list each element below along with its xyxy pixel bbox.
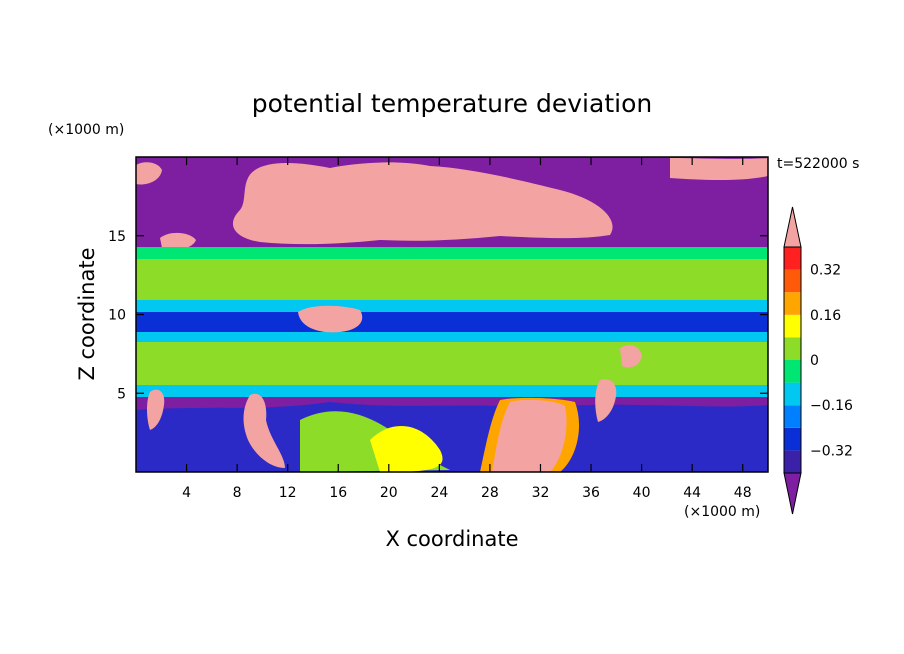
warm-cloud-left	[136, 162, 162, 185]
colorbar-bin	[784, 314, 801, 338]
x-tick-label: 20	[380, 485, 398, 501]
x-tick-label: 16	[329, 485, 347, 501]
y-axis: 5 10 15	[108, 229, 768, 402]
x-tick-label: 4	[182, 485, 191, 501]
band-lower-cyan	[136, 385, 768, 397]
surface-yellow	[370, 426, 443, 472]
warm-plume-far-left	[147, 389, 165, 430]
warm-cloud-right	[670, 158, 768, 180]
band-mid-blue	[136, 312, 768, 332]
y-tick-label: 10	[108, 308, 126, 324]
colorbar-bin	[784, 360, 801, 383]
colorbar-tick-label: −0.16	[810, 398, 853, 414]
warm-patch-right	[595, 378, 617, 422]
x-tick-label: 36	[582, 485, 600, 501]
colorbar-tick-label: 0.32	[810, 263, 841, 279]
colorbar-bin	[784, 292, 801, 315]
x-tick-label: 8	[233, 485, 242, 501]
colorbar-tick-label: 0	[810, 353, 819, 369]
colorbar-max-triangle	[783, 206, 802, 248]
x-tick-label: 12	[279, 485, 297, 501]
warm-blob-mid	[298, 305, 363, 333]
colorbar-bin	[784, 405, 801, 428]
colorbar-min-triangle	[783, 472, 802, 515]
colorbar-bin	[784, 247, 801, 270]
warm-cloud-small	[160, 232, 196, 250]
band-upper-cyan	[136, 247, 768, 259]
x-tick-label: 32	[532, 485, 550, 501]
x-tick-label: 44	[683, 485, 701, 501]
colorbar-bin	[784, 382, 801, 406]
warm-patch-right-mid	[620, 345, 642, 368]
x-axis: 4 8 12 16 20 24 28 32 36 40 44 48	[182, 157, 752, 501]
x-axis-label: X coordinate	[385, 527, 518, 551]
colorbar-bin	[784, 450, 801, 473]
surface-blue	[136, 402, 768, 472]
plot-area	[136, 157, 768, 472]
warm-cloud-upper	[232, 162, 613, 245]
colorbar-tick-label: −0.32	[810, 443, 853, 459]
colorbar-tick-label: 0.16	[810, 308, 841, 324]
colorbar: 0.32 0.16 0 −0.16 −0.32	[783, 206, 853, 515]
time-label: t=522000 s	[777, 156, 859, 172]
chart-title: potential temperature deviation	[252, 89, 652, 118]
band-mid-cyan	[136, 300, 768, 312]
warm-plume-core	[492, 399, 567, 472]
colorbar-bin	[784, 337, 801, 360]
x-unit-label: (×1000 m)	[684, 504, 760, 520]
colorbar-bin	[784, 269, 801, 293]
y-tick-label: 5	[117, 386, 126, 402]
x-tick-label: 28	[481, 485, 499, 501]
y-unit-label: (×1000 m)	[48, 122, 124, 138]
band-mid-cyan-lower	[136, 332, 768, 342]
colorbar-bin	[784, 427, 801, 451]
warm-plume-left	[243, 393, 285, 468]
y-tick-label: 15	[108, 229, 126, 245]
x-tick-label: 24	[430, 485, 448, 501]
y-axis-label: Z coordinate	[75, 247, 99, 380]
x-tick-label: 40	[633, 485, 651, 501]
colorbar-frame	[783, 246, 802, 474]
x-tick-label: 48	[734, 485, 752, 501]
